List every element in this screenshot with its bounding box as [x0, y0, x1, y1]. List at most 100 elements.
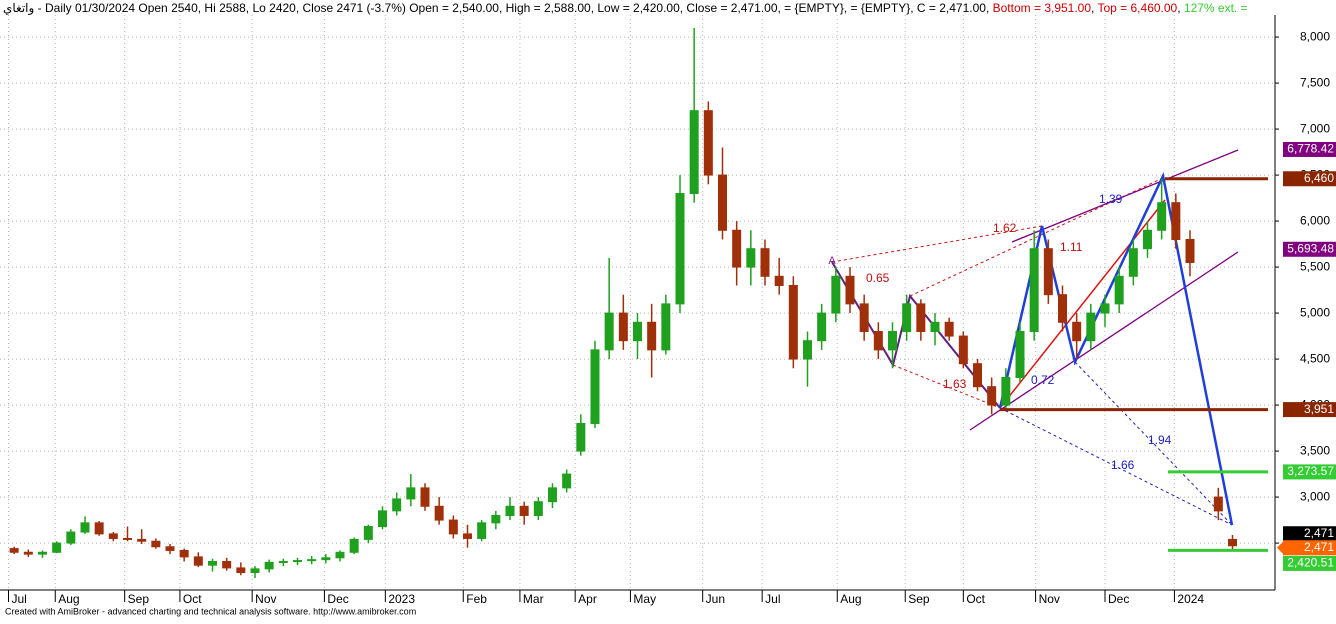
candle-body: [208, 560, 217, 566]
candle-body: [434, 505, 444, 521]
x-tick-label: Oct: [966, 592, 985, 606]
x-tick-label: Dec: [1108, 592, 1129, 606]
candle-body: [746, 248, 756, 268]
candle-body: [1157, 202, 1167, 231]
candle-body: [633, 321, 642, 342]
candle-body: [562, 473, 572, 489]
level-label: 5,693.48: [1287, 241, 1334, 255]
candle-body: [548, 487, 557, 503]
candle-body: [1001, 376, 1011, 406]
candle-body: [264, 561, 274, 570]
candle-body: [1143, 229, 1152, 250]
candle-body: [137, 538, 147, 542]
candle-body: [38, 551, 47, 555]
x-tick-label: 2023: [388, 592, 415, 606]
channel-line: [969, 251, 1239, 431]
candle-body: [505, 505, 515, 516]
candle-body: [958, 335, 968, 365]
level-box: [1283, 402, 1336, 418]
candle-body: [420, 487, 430, 507]
title-part: ,: [1091, 1, 1097, 15]
candle-body: [392, 498, 402, 512]
pattern-line: [999, 407, 1233, 526]
x-tick-label: Jul: [765, 592, 780, 606]
candle-body: [1213, 496, 1223, 512]
candle-body: [1029, 248, 1039, 332]
candle-body: [23, 551, 33, 555]
candle-body: [1228, 538, 1237, 547]
candle-body: [987, 386, 997, 406]
candle-body: [618, 312, 628, 342]
x-tick-label: May: [633, 592, 656, 606]
candle-body: [873, 330, 883, 351]
candle-body: [1171, 202, 1181, 240]
level-label: 2,471: [1304, 540, 1334, 554]
candle-body: [123, 537, 132, 540]
x-tick-label: Aug: [840, 592, 861, 606]
x-tick-label: Nov: [255, 592, 276, 606]
candle-body: [1114, 275, 1124, 305]
level-label: 2,420.51: [1287, 556, 1334, 570]
ratio-label: 1.94: [1148, 433, 1172, 447]
candle-body: [604, 312, 614, 351]
candle-body: [349, 538, 359, 553]
y-tick-label: 4,500: [1300, 351, 1330, 365]
candle-body: [1043, 248, 1053, 296]
candle-body: [80, 522, 90, 533]
candle-body: [236, 567, 246, 574]
title-part: Top = 6,460.00: [1097, 1, 1177, 15]
candle-body: [1058, 294, 1067, 323]
x-tick-label: Sep: [908, 592, 930, 606]
candle-body: [788, 284, 798, 360]
candle-body: [760, 248, 770, 277]
level-box: [1283, 555, 1336, 571]
candle-body: [576, 422, 586, 452]
level-box: [1283, 141, 1336, 157]
pattern-line: [999, 199, 1166, 409]
ratio-label: 0.65: [866, 271, 890, 285]
candle-body: [902, 303, 912, 332]
candle-body: [193, 556, 203, 566]
x-tick-label: Dec: [327, 592, 348, 606]
candle-body: [179, 549, 189, 558]
x-tick-label: Mar: [523, 592, 544, 606]
candle-body: [293, 560, 302, 563]
x-tick-label: Jul: [12, 592, 27, 606]
candle-body: [689, 110, 699, 194]
footer: Created with AmiBroker - advanced charti…: [5, 606, 416, 616]
level-label: 3,951: [1304, 402, 1334, 416]
candle-body: [378, 510, 387, 528]
level-box: [1283, 526, 1336, 542]
x-tick-label: Aug: [58, 592, 79, 606]
candle-body: [888, 330, 897, 351]
candle-body: [519, 505, 529, 516]
candle-body: [930, 321, 940, 332]
candle-body: [406, 487, 416, 500]
channel-line: [1011, 149, 1239, 243]
candle-body: [590, 349, 600, 424]
y-tick-label: 6,000: [1300, 213, 1330, 227]
candle-body: [718, 174, 727, 231]
candle-body: [363, 526, 373, 540]
candle-body: [1015, 330, 1025, 378]
pattern-leg: [998, 172, 1234, 526]
candle-body: [831, 275, 841, 314]
y-tick-label: 5,500: [1300, 259, 1330, 273]
y-tick-label: 7,500: [1300, 75, 1330, 89]
x-tick-label: Sep: [128, 592, 150, 606]
candle-body: [774, 275, 784, 286]
ratio-label: 1.66: [1111, 458, 1135, 472]
y-tick-label: 3,500: [1300, 443, 1330, 457]
candle-body: [477, 522, 487, 539]
candle-body: [278, 560, 288, 563]
pattern-line: [892, 364, 1001, 409]
candle-body: [222, 560, 232, 569]
x-tick-label: Jun: [706, 592, 725, 606]
y-tick-label: 3,000: [1300, 489, 1330, 503]
candle-body: [66, 531, 76, 544]
y-tick-label: 8,000: [1300, 29, 1330, 43]
ratio-label: 1.63: [943, 377, 967, 391]
level-label: 6,460: [1304, 171, 1334, 185]
